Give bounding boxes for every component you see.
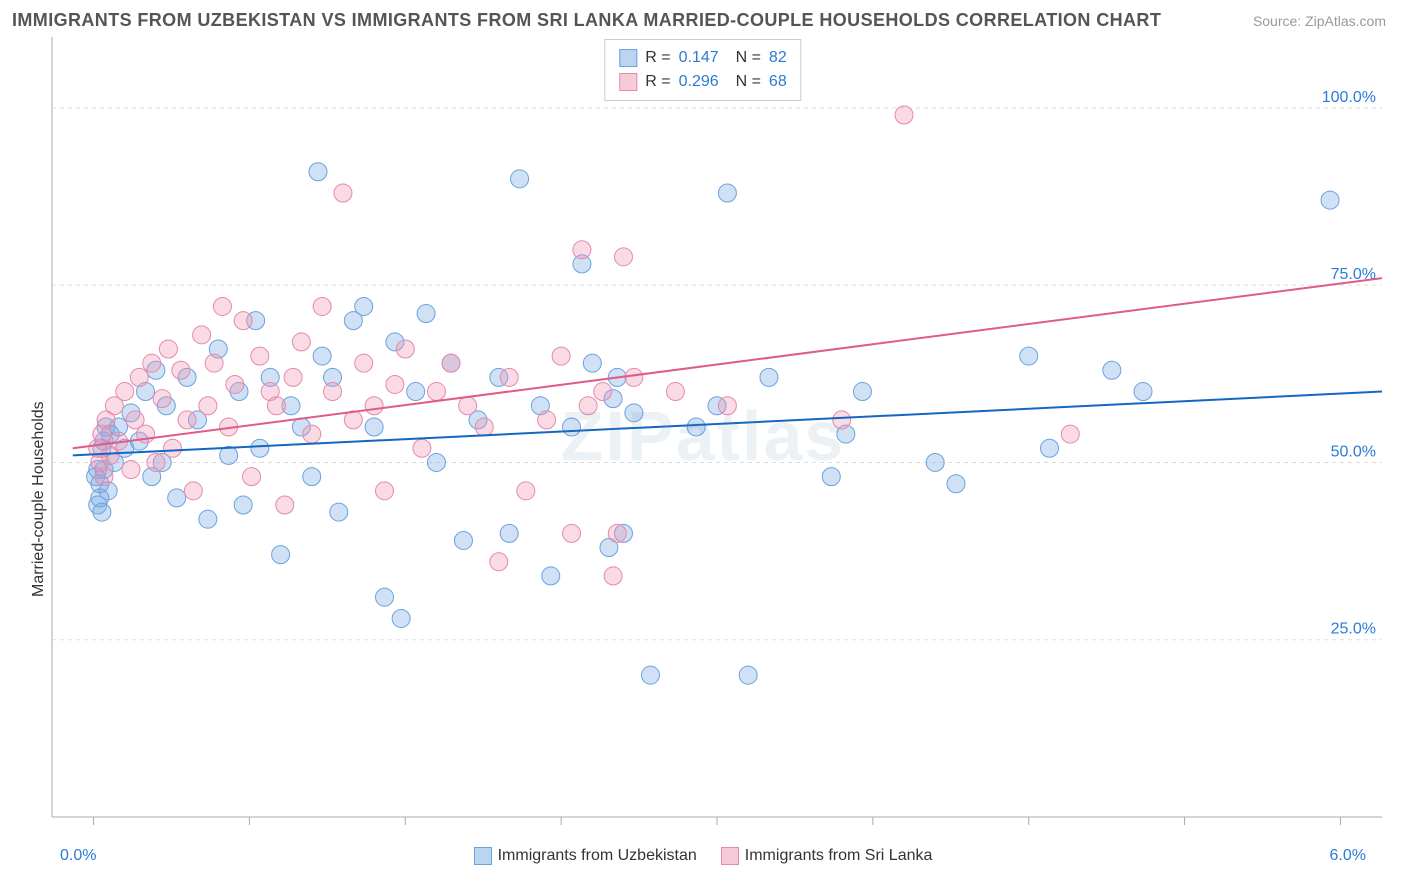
chart-header: IMMIGRANTS FROM UZBEKISTAN VS IMMIGRANTS… — [0, 0, 1406, 37]
svg-text:50.0%: 50.0% — [1331, 443, 1376, 460]
legend-bottom-swatch-1 — [721, 847, 739, 865]
svg-text:100.0%: 100.0% — [1322, 89, 1376, 106]
scatter-plot-svg: 25.0%50.0%75.0%100.0% — [12, 37, 1394, 837]
legend-n-value-1: 68 — [769, 70, 787, 94]
legend-row-0: R = 0.147 N = 82 — [619, 46, 786, 70]
legend-r-value-1: 0.296 — [679, 70, 719, 94]
legend-bottom-swatch-0 — [474, 847, 492, 865]
legend-bottom-0: Immigrants from Uzbekistan — [474, 847, 697, 865]
legend-r-value-0: 0.147 — [679, 46, 719, 70]
chart-source: Source: ZipAtlas.com — [1253, 13, 1386, 29]
legend-swatch-0 — [619, 49, 637, 67]
legend-bottom-label-1: Immigrants from Sri Lanka — [745, 847, 933, 865]
legend-n-value-0: 82 — [769, 46, 787, 70]
correlation-legend: R = 0.147 N = 82 R = 0.296 N = 68 — [604, 39, 801, 101]
x-axis-min-label: 0.0% — [60, 847, 96, 865]
legend-r-label: R = — [645, 46, 670, 70]
x-axis-max-label: 6.0% — [1330, 847, 1366, 865]
legend-bottom-1: Immigrants from Sri Lanka — [721, 847, 933, 865]
legend-r-label: R = — [645, 70, 670, 94]
x-axis-row: 0.0% Immigrants from Uzbekistan Immigran… — [12, 843, 1394, 869]
legend-n-label: N = — [727, 46, 761, 70]
chart-title: IMMIGRANTS FROM UZBEKISTAN VS IMMIGRANTS… — [12, 10, 1161, 31]
legend-bottom-label-0: Immigrants from Uzbekistan — [498, 847, 697, 865]
legend-swatch-1 — [619, 73, 637, 91]
y-axis-label: Married-couple Households — [30, 401, 48, 597]
legend-row-1: R = 0.296 N = 68 — [619, 70, 786, 94]
legend-n-label: N = — [727, 70, 761, 94]
svg-text:25.0%: 25.0% — [1331, 621, 1376, 638]
chart-container: Married-couple Households 25.0%50.0%75.0… — [12, 37, 1394, 869]
